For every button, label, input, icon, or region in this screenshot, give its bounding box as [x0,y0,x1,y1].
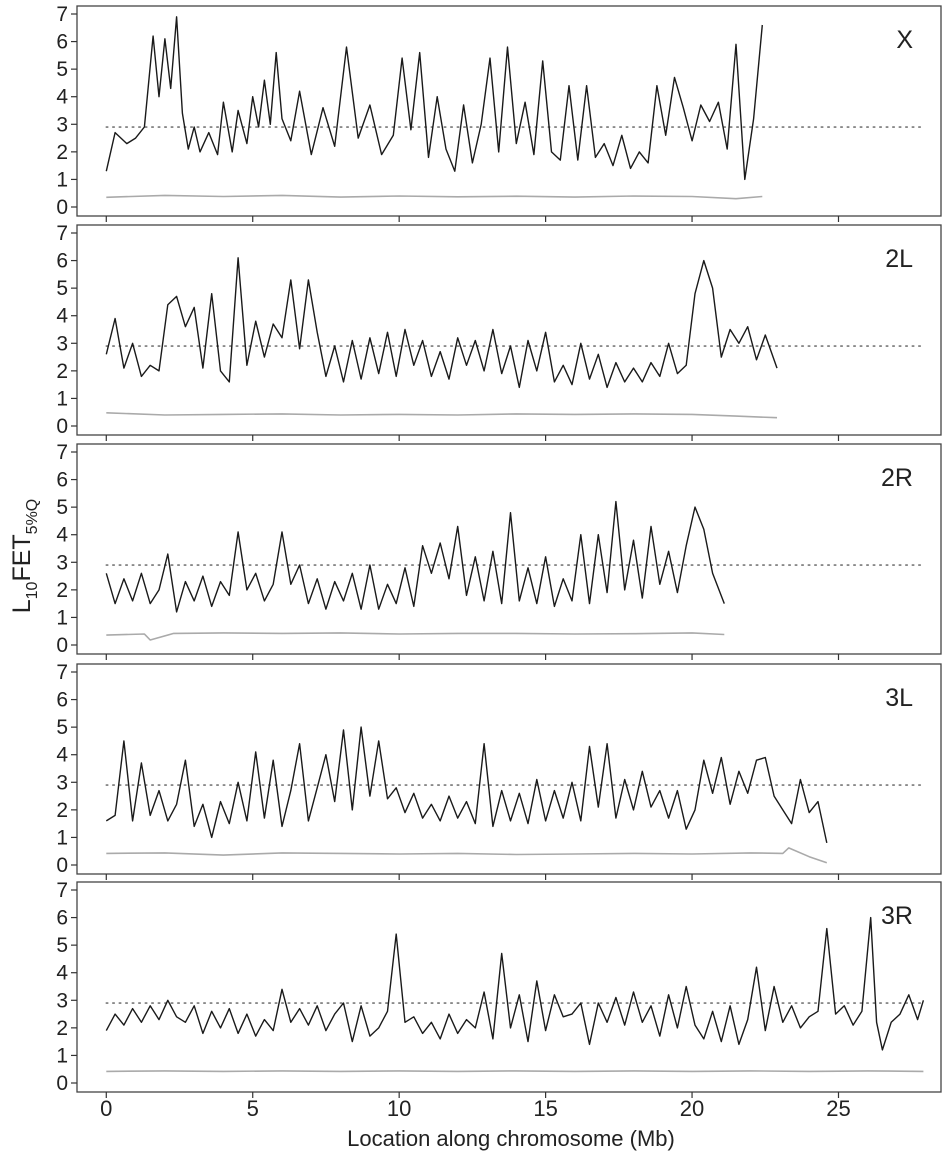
y-axis-label-sub2: 5%Q [24,499,41,535]
y-tick-label-2r: 0 [56,634,68,657]
null-series-x [106,194,763,200]
y-tick-label-3r: 2 [56,1017,68,1040]
y-tick-label-2l: 6 [56,250,68,273]
observed-series-3r [105,916,925,1051]
null-series-2l [106,412,778,419]
y-tick-label-3l: 7 [56,661,68,684]
y-tick-label-2l: 4 [56,305,68,328]
y-axis-label-sub1: 10 [24,581,41,599]
panel-2l: 0 1 2 3 4 5 6 7 2L [56,222,942,441]
panel-label-3r: 3R [881,902,913,930]
x-tick-label: 25 [826,1096,850,1121]
y-tick-label-3r: 3 [56,989,68,1012]
panels-group: 01234567X012345672L012345672R012345673L0… [56,3,942,1121]
panel-3l: 0 1 2 3 4 5 6 7 3L [56,661,942,880]
y-axis-label: L10FET5%Q [8,499,41,614]
y-tick-label-3r: 0 [56,1072,68,1095]
x-axis-label: Location along chromosome (Mb) [347,1126,675,1151]
y-tick-label-2r: 5 [56,496,68,519]
panel-frame-2r [76,443,942,655]
panel-x: 0 1 2 3 4 5 6 7 X [56,3,942,222]
observed-series-2l [105,257,778,389]
y-tick-label-2r: 6 [56,469,68,492]
y-tick-label-3l: 6 [56,689,68,712]
y-tick-label-3l: 0 [56,854,68,877]
y-tick-label-2l: 5 [56,277,68,300]
panel-frame-3l [76,663,942,875]
observed-series-x [105,16,763,181]
y-tick-label-3r: 5 [56,934,68,957]
y-tick-label-3r: 1 [56,1044,68,1067]
null-series-3l [106,847,828,864]
y-axis-label-mid: FET [8,534,36,581]
y-tick-label-2l: 0 [56,415,68,438]
y-tick-label-x: 5 [56,58,68,81]
panel-label-2l: 2L [885,245,913,273]
observed-series-2r [105,500,725,613]
x-tick-label: 10 [387,1096,411,1121]
y-axis-label-main: L [8,599,36,613]
y-tick-label-3l: 5 [56,716,68,739]
y-tick-label-2l: 1 [56,387,68,410]
y-tick-label-2l: 2 [56,360,68,383]
y-tick-label-x: 1 [56,168,68,191]
y-tick-label-2r: 7 [56,441,68,464]
y-tick-label-3l: 2 [56,799,68,822]
y-tick-label-3r: 4 [56,962,68,985]
y-tick-label-x: 0 [56,196,68,219]
y-tick-label-3l: 4 [56,744,68,767]
y-tick-label-3l: 1 [56,826,68,849]
y-tick-label-3l: 3 [56,771,68,794]
y-tick-label-x: 7 [56,3,68,26]
x-tick-label: 0 [100,1096,112,1121]
y-tick-label-2r: 1 [56,606,68,629]
panel-3r: 0 1 2 3 4 5 6 7 3R [56,879,942,1098]
y-tick-label-2r: 3 [56,551,68,574]
y-tick-label-2r: 4 [56,524,68,547]
panel-frame-2l [76,224,942,436]
null-series-2r [106,632,725,641]
panel-label-2r: 2R [881,464,913,492]
y-tick-label-x: 3 [56,113,68,136]
x-tick-label: 20 [680,1096,704,1121]
y-tick-label-2l: 7 [56,222,68,245]
null-series-3r [106,1070,924,1073]
y-tick-label-3r: 6 [56,907,68,930]
y-tick-label-x: 4 [56,86,68,109]
y-tick-label-2l: 3 [56,332,68,355]
panel-label-x: X [896,26,913,54]
y-tick-label-3r: 7 [56,879,68,902]
panel-frame-3r [76,881,942,1093]
panel-2r: 0 1 2 3 4 5 6 7 2R [56,441,942,660]
y-tick-label-x: 2 [56,141,68,164]
x-tick-label: 15 [533,1096,557,1121]
panel-label-3l: 3L [885,684,913,712]
y-tick-label-2r: 2 [56,579,68,602]
observed-series-3l [105,726,828,844]
x-tick-label: 5 [247,1096,259,1121]
y-tick-label-x: 6 [56,31,68,54]
panel-frame-x [76,5,942,217]
